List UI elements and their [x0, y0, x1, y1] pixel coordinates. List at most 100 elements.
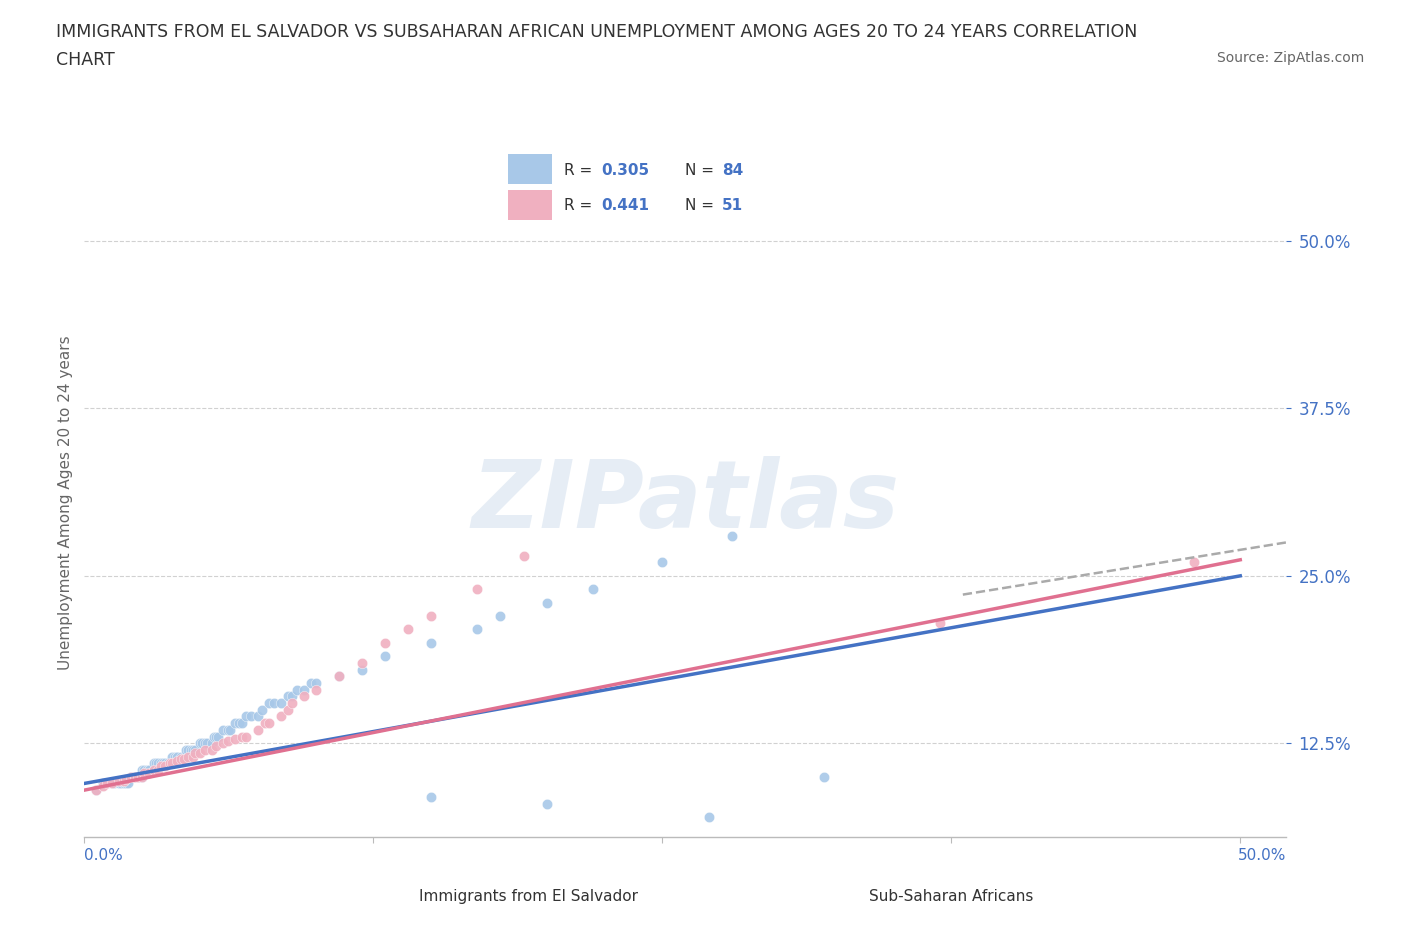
Point: [191, 736, 214, 751]
Point: [138, 765, 160, 780]
Text: Immigrants from El Salvador: Immigrants from El Salvador: [419, 889, 638, 904]
Point: [253, 716, 276, 731]
Point: [152, 756, 174, 771]
Point: [536, 595, 558, 610]
Point: [177, 742, 200, 757]
Point: [177, 750, 200, 764]
Point: [96, 776, 118, 790]
Point: [131, 769, 153, 784]
Point: [160, 756, 183, 771]
Point: [138, 763, 160, 777]
Point: [108, 774, 131, 789]
Text: 51: 51: [721, 198, 742, 213]
Point: [115, 772, 138, 787]
Point: [148, 756, 170, 771]
Point: [252, 702, 274, 717]
Bar: [509, 154, 551, 184]
Point: [328, 669, 350, 684]
Point: [246, 723, 269, 737]
Point: [112, 774, 135, 789]
Point: [512, 549, 534, 564]
Text: Source: ZipAtlas.com: Source: ZipAtlas.com: [1216, 51, 1364, 65]
Point: [212, 736, 235, 751]
Point: [374, 649, 396, 664]
Point: [200, 736, 222, 751]
Point: [173, 750, 195, 764]
Point: [224, 716, 246, 731]
Point: [350, 656, 373, 671]
Point: [148, 763, 170, 777]
Point: [304, 675, 326, 690]
Point: [200, 742, 222, 757]
Text: N =: N =: [685, 163, 718, 178]
Point: [159, 756, 181, 771]
Text: CHART: CHART: [56, 51, 115, 69]
Point: [224, 732, 246, 747]
Point: [120, 769, 142, 784]
Point: [120, 769, 142, 784]
Bar: [509, 190, 551, 220]
Point: [651, 555, 673, 570]
Point: [149, 759, 172, 774]
Point: [467, 582, 489, 597]
Point: [259, 716, 281, 731]
Point: [127, 769, 149, 784]
Point: [228, 716, 250, 731]
Point: [103, 776, 125, 790]
Point: [231, 716, 253, 731]
Point: [304, 683, 326, 698]
Point: [188, 745, 211, 760]
Point: [134, 763, 156, 777]
Point: [328, 669, 350, 684]
Point: [84, 783, 107, 798]
Text: Sub-Saharan Africans: Sub-Saharan Africans: [869, 889, 1033, 904]
Point: [489, 608, 512, 623]
Point: [1182, 555, 1205, 570]
Point: [184, 742, 207, 757]
Point: [285, 683, 308, 698]
Point: [131, 763, 153, 777]
Point: [350, 662, 373, 677]
Point: [184, 745, 207, 760]
Point: [110, 776, 132, 790]
Point: [263, 696, 285, 711]
Point: [134, 765, 156, 780]
Point: [91, 778, 114, 793]
Point: [299, 675, 322, 690]
Point: [174, 742, 197, 757]
Text: 0.0%: 0.0%: [84, 848, 124, 863]
Y-axis label: Unemployment Among Ages 20 to 24 years: Unemployment Among Ages 20 to 24 years: [58, 335, 73, 670]
Text: 84: 84: [721, 163, 744, 178]
Point: [181, 742, 204, 757]
Point: [135, 763, 157, 777]
Point: [101, 776, 124, 790]
Point: [246, 709, 269, 724]
Point: [155, 759, 177, 774]
Point: [235, 729, 257, 744]
Point: [420, 635, 443, 650]
Text: R =: R =: [564, 163, 598, 178]
Point: [374, 635, 396, 650]
Point: [127, 769, 149, 784]
Point: [145, 756, 167, 771]
Point: [195, 736, 218, 751]
Point: [159, 756, 181, 771]
Point: [96, 776, 118, 790]
Point: [166, 750, 188, 764]
Point: [84, 783, 107, 798]
Point: [170, 751, 193, 766]
Point: [277, 702, 299, 717]
Point: [138, 763, 160, 777]
Point: [219, 723, 242, 737]
Point: [582, 582, 605, 597]
Point: [173, 751, 195, 766]
Point: [160, 750, 183, 764]
Point: [292, 689, 315, 704]
Point: [536, 796, 558, 811]
Text: 50.0%: 50.0%: [1239, 848, 1286, 863]
Point: [292, 683, 315, 698]
Point: [281, 689, 304, 704]
Point: [217, 723, 239, 737]
Point: [142, 756, 165, 771]
Point: [142, 763, 165, 777]
